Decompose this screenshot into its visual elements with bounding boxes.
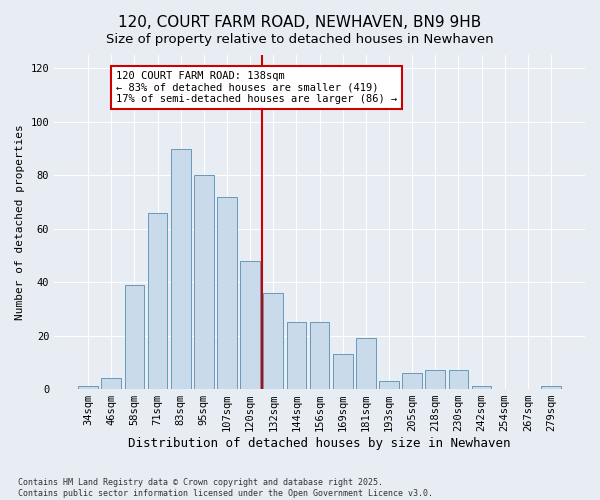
Bar bbox=[194, 176, 214, 389]
Bar bbox=[171, 148, 191, 389]
Bar bbox=[403, 373, 422, 389]
Bar bbox=[449, 370, 468, 389]
Bar bbox=[148, 212, 167, 389]
Bar bbox=[425, 370, 445, 389]
Text: Size of property relative to detached houses in Newhaven: Size of property relative to detached ho… bbox=[106, 32, 494, 46]
Text: 120 COURT FARM ROAD: 138sqm
← 83% of detached houses are smaller (419)
17% of se: 120 COURT FARM ROAD: 138sqm ← 83% of det… bbox=[116, 71, 397, 104]
Bar bbox=[310, 322, 329, 389]
Bar bbox=[356, 338, 376, 389]
Bar bbox=[101, 378, 121, 389]
Bar bbox=[241, 261, 260, 389]
Bar bbox=[379, 381, 399, 389]
Bar bbox=[263, 293, 283, 389]
Text: Contains HM Land Registry data © Crown copyright and database right 2025.
Contai: Contains HM Land Registry data © Crown c… bbox=[18, 478, 433, 498]
X-axis label: Distribution of detached houses by size in Newhaven: Distribution of detached houses by size … bbox=[128, 437, 511, 450]
Bar bbox=[541, 386, 561, 389]
Bar bbox=[287, 322, 306, 389]
Bar bbox=[472, 386, 491, 389]
Text: 120, COURT FARM ROAD, NEWHAVEN, BN9 9HB: 120, COURT FARM ROAD, NEWHAVEN, BN9 9HB bbox=[118, 15, 482, 30]
Bar bbox=[125, 285, 144, 389]
Bar bbox=[333, 354, 353, 389]
Y-axis label: Number of detached properties: Number of detached properties bbox=[15, 124, 25, 320]
Bar bbox=[78, 386, 98, 389]
Bar bbox=[217, 196, 237, 389]
